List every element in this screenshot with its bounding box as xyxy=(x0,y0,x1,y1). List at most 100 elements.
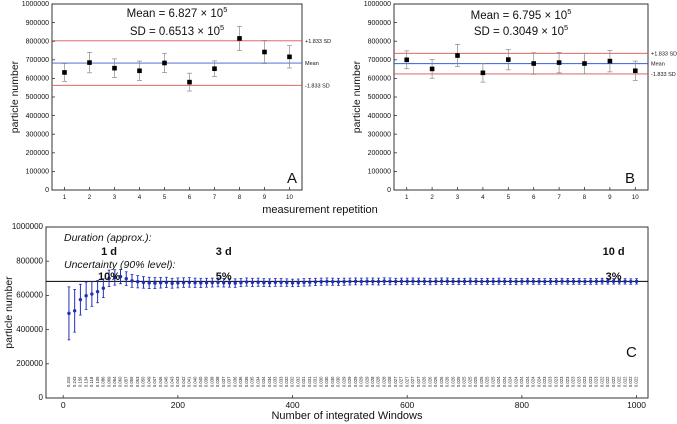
panel-c-data-point xyxy=(359,279,364,284)
panel-c-y-tick-label: 400000 xyxy=(16,325,43,334)
panel-c-data-point xyxy=(216,280,220,285)
panel-b-x-tick-label: 7 xyxy=(557,194,561,201)
panel-a-y-tick-label: 500000 xyxy=(26,94,49,101)
panel-c-uncertainty-annotation: 5% xyxy=(216,271,232,283)
panel-c-duration-annotation: 1 d xyxy=(101,246,117,258)
panel-b-title-line1: Mean = 6.795 × 105 xyxy=(471,7,572,22)
panel-c-data-point xyxy=(227,281,232,285)
panel-c-rel-uncertainty-label: 0.028 xyxy=(387,376,392,387)
panel-c-rel-uncertainty-label: 0.031 xyxy=(307,376,312,387)
panel-c-rel-uncertainty-label: 0.057 xyxy=(123,376,128,387)
panel-a-x-tick-label: 10 xyxy=(286,194,293,201)
panel-c-data-point xyxy=(353,279,358,284)
panel-c-y-tick-label: 600000 xyxy=(16,291,43,300)
panel-c-chart: 0.315 0.243 0.156 0.134 0.118 0.105 0.086 0.069… xyxy=(3,222,649,410)
panel-c-rel-uncertainty-label: 0.025 xyxy=(456,376,461,387)
panel-c-rel-uncertainty-label: 0.024 xyxy=(531,376,536,387)
panel-a-x-tick-label: 4 xyxy=(138,194,142,201)
panel-a-data-point xyxy=(162,60,167,66)
panel-b-data-point xyxy=(480,70,486,76)
panel-c-data-point xyxy=(416,279,421,284)
panel-c-data-point xyxy=(239,280,243,285)
panel-c-rel-uncertainty-label: 0.032 xyxy=(295,376,300,387)
panel-c-rel-uncertainty-label: 0.042 xyxy=(181,376,186,387)
panel-c-rel-uncertainty-label: 0.024 xyxy=(502,376,507,387)
panel-c-data-point xyxy=(256,280,260,284)
panel-a-y-tick-label: 200000 xyxy=(26,150,49,157)
panel-b-y-tick-label: 0 xyxy=(387,187,391,194)
panel-c-rel-uncertainty-label: 0.029 xyxy=(359,376,364,387)
panel-b-x-tick-label: 9 xyxy=(608,194,612,201)
panel-c-rel-uncertainty-label: 0.037 xyxy=(221,376,226,387)
panel-a-x-tick-label: 2 xyxy=(88,194,92,201)
panel-c-rel-uncertainty-label: 0.036 xyxy=(232,376,237,387)
panel-c-rel-uncertainty-label: 0.030 xyxy=(324,376,329,387)
panel-c-data-point xyxy=(514,279,518,284)
panel-c-data-point xyxy=(588,279,593,284)
panel-c-y-tick-label: 800000 xyxy=(16,256,43,265)
panel-c-data-point xyxy=(262,280,266,285)
panel-c-rel-uncertainty-label: 0.038 xyxy=(215,376,220,387)
panel-c-rel-uncertainty-label: 0.023 xyxy=(588,376,593,387)
panel-c-data-point xyxy=(388,279,392,284)
panel-c-data-point xyxy=(382,279,386,283)
panel-a-data-point xyxy=(287,54,292,60)
panel-c-data-point xyxy=(113,275,117,280)
panel-c-rel-uncertainty-label: 0.031 xyxy=(313,376,318,387)
panel-c-data-point xyxy=(273,280,278,285)
panel-c-label: C xyxy=(626,344,637,361)
panel-b-data-point xyxy=(556,60,562,65)
panel-a-chart: 0 100000 200000 300000 400000 500000 600000 700… xyxy=(9,1,331,201)
panel-c-data-point xyxy=(531,279,536,284)
panel-c-rel-uncertainty-label: 0.033 xyxy=(273,376,278,387)
panel-c-rel-uncertainty-label: 0.064 xyxy=(112,376,117,387)
panel-b-y-tick-label: 200000 xyxy=(368,150,391,157)
panel-c-data-point xyxy=(451,279,455,284)
panel-c-data-point xyxy=(623,279,627,284)
panel-c-rel-uncertainty-label: 0.022 xyxy=(599,376,604,387)
panel-c-rel-uncertainty-label: 0.315 xyxy=(66,376,71,387)
panel-c-data-point xyxy=(434,279,438,284)
panel-c-data-point xyxy=(147,281,151,285)
panel-c-data-point xyxy=(84,294,88,298)
panel-c-data-point xyxy=(124,276,128,281)
panel-c-y-tick-label: 1000000 xyxy=(12,222,44,231)
panel-b-data-point xyxy=(506,57,511,62)
panel-c-rel-uncertainty-label: 0.025 xyxy=(462,376,467,387)
panel-c-data-point xyxy=(78,297,83,302)
panel-c-data-point xyxy=(193,281,197,285)
panel-c-rel-uncertainty-label: 0.029 xyxy=(353,376,358,387)
panel-c-rel-uncertainty-label: 0.024 xyxy=(496,376,501,387)
panel-c-data-point xyxy=(606,279,610,284)
panel-a-data-point xyxy=(187,79,192,85)
panel-c-rel-uncertainty-label: 0.028 xyxy=(376,376,381,387)
panel-c-rel-uncertainty-label: 0.033 xyxy=(278,376,283,387)
panel-c-rel-uncertainty-label: 0.032 xyxy=(284,376,289,387)
panel-c-x-tick-label: 1000 xyxy=(627,400,646,410)
panel-c-data-point xyxy=(583,279,587,284)
panel-c-data-point xyxy=(308,280,312,284)
panel-c-rel-uncertainty-label: 0.023 xyxy=(548,376,553,387)
panel-a-x-tick-label: 7 xyxy=(213,194,217,201)
panel-c-rel-uncertainty-label: 0.050 xyxy=(141,376,146,387)
panel-a-data-point xyxy=(237,36,242,41)
panel-c-data-point xyxy=(296,281,300,285)
panel-c-rel-uncertainty-label: 0.039 xyxy=(204,376,209,387)
panel-b-chart: 0 100000 200000 300000 400000 500000 600000 700… xyxy=(351,1,677,201)
panel-c-data-point xyxy=(158,281,163,285)
panel-c-data-point xyxy=(107,276,111,280)
panel-a-title-line1: Mean = 6.827 × 105 xyxy=(127,5,228,20)
panel-c-rel-uncertainty-label: 0.026 xyxy=(433,376,438,387)
panel-c-rel-uncertainty-label: 0.049 xyxy=(146,376,151,387)
panel-c-rel-uncertainty-label: 0.023 xyxy=(542,376,547,387)
panel-c-data-point xyxy=(285,280,289,285)
panel-b-y-tick-label: 1000000 xyxy=(364,1,391,8)
panel-c-rel-uncertainty-label: 0.026 xyxy=(450,376,455,387)
panel-c-rel-uncertainty-label: 0.022 xyxy=(634,376,639,387)
panel-c-rel-uncertainty-label: 0.029 xyxy=(347,376,352,387)
panel-c-data-point xyxy=(480,279,484,284)
panel-c-data-point xyxy=(422,279,427,284)
panel-c-rel-uncertainty-label: 0.043 xyxy=(175,376,180,387)
panel-c-data-point xyxy=(394,279,398,284)
panel-c-data-point xyxy=(199,281,203,285)
